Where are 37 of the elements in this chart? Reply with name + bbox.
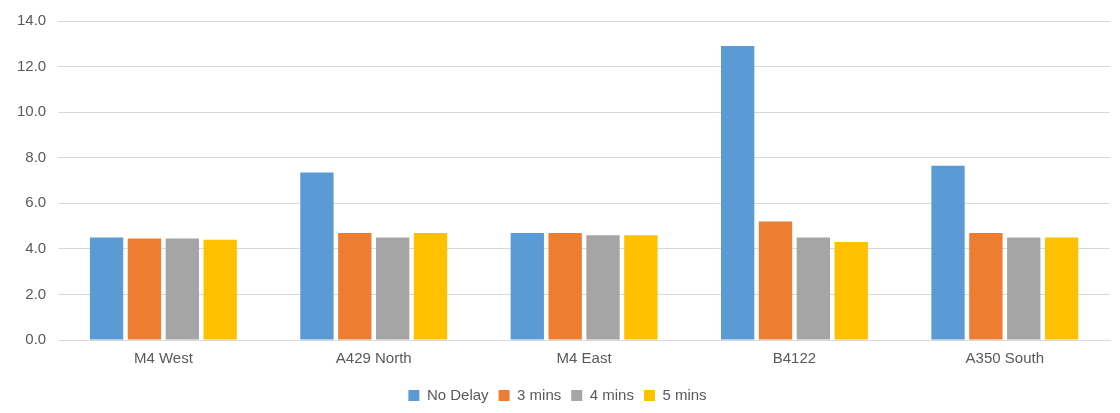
bar (203, 239, 237, 340)
y-tick-label: 8.0 (25, 147, 47, 165)
legend-label: 4 mins (589, 385, 634, 403)
bar (89, 237, 124, 340)
bar (758, 221, 793, 340)
y-tick-label: 4.0 (25, 239, 47, 256)
y-tick-label: 2.0 (25, 284, 47, 302)
legend-label: 5 mins (662, 385, 707, 403)
bar (969, 232, 1003, 340)
bar (127, 238, 162, 340)
x-tick-label: A350 South (965, 349, 1045, 367)
bar (586, 235, 620, 340)
x-tick-label: B4122 (772, 349, 817, 367)
legend-label: No Delay (426, 385, 490, 403)
bar (413, 232, 448, 340)
bar (1007, 237, 1041, 340)
bar (721, 46, 755, 340)
y-tick-label: 12.0 (16, 56, 47, 74)
bar (834, 242, 868, 340)
x-tick-label: M4 East (556, 349, 613, 367)
y-tick-label: 6.0 (25, 193, 47, 211)
bar (376, 237, 410, 340)
bar (165, 238, 199, 340)
bar (796, 237, 831, 340)
legend-label: 3 mins (517, 385, 562, 403)
y-tick-label: 0.0 (25, 330, 47, 348)
bar (338, 232, 372, 340)
bar (624, 235, 658, 340)
bar (300, 172, 334, 340)
y-tick-label: 14.0 (16, 11, 47, 29)
x-tick-label: A429 North (335, 349, 412, 367)
bar (510, 232, 544, 340)
bar (931, 165, 965, 340)
bar (1044, 237, 1079, 340)
y-tick-label: 10.0 (16, 102, 47, 120)
bar (548, 232, 582, 340)
x-tick-label: M4 West (133, 349, 194, 367)
